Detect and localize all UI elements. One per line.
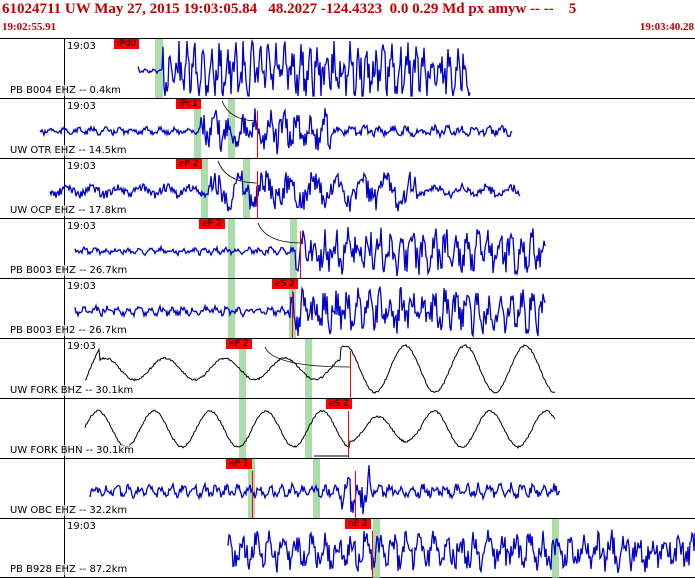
station-label: UW FORK BHZ -- 30.1km (10, 385, 134, 396)
window-start-time: 19:02:55.91 (2, 21, 57, 33)
trace-panel[interactable]: eP 2 19:03 PB B003 EHZ -- 26.7km (0, 218, 695, 279)
station-label: UW OTR EHZ -- 14.5km (10, 145, 127, 156)
station-label: UW FORK BHN -- 30.1km (10, 445, 134, 456)
waveform-trace (137, 39, 471, 97)
time-marker-line (64, 279, 65, 339)
trace-panel[interactable]: iPd0 19:03 PB B004 EHZ -- 0.4km (0, 38, 695, 99)
waveform-line (89, 465, 561, 515)
time-marker-line (64, 219, 65, 279)
phase-pick-label[interactable]: iPd0 (114, 39, 140, 49)
waveform-line (227, 529, 695, 574)
pick-window (194, 99, 201, 159)
minute-label: 19:03 (67, 221, 96, 232)
arrival-marker[interactable] (257, 171, 258, 219)
waveform-trace (49, 160, 521, 212)
pick-window (228, 99, 235, 159)
waveform-trace (74, 286, 546, 338)
station-label: PB B004 EHZ -- 0.4km (10, 85, 121, 96)
minute-label: 19:03 (67, 341, 96, 352)
theoretical-arrival-curve (264, 346, 351, 368)
station-label: PB B928 EHZ -- 87.2km (10, 564, 128, 575)
waveform-line (74, 286, 546, 338)
phase-pick-label[interactable]: eS 2 (272, 279, 298, 289)
minute-label: 19:03 (67, 101, 96, 112)
pick-window (239, 399, 246, 459)
time-marker-line (64, 39, 65, 99)
trace-panel[interactable]: iPc1 19:03 UW OTR EHZ -- 14.5km (0, 98, 695, 159)
waveform-trace (74, 222, 546, 277)
trace-panel[interactable]: eP 2 19:03 PB B928 EHZ -- 87.2km (0, 518, 695, 578)
minute-label: 19:03 (67, 41, 96, 52)
phase-pick-label[interactable]: iPc1 (176, 99, 201, 109)
theoretical-arrival-curve (257, 222, 303, 244)
waveform-line (39, 107, 513, 155)
waveform-line (49, 170, 521, 212)
waveform-line (74, 226, 546, 277)
arrival-marker[interactable] (350, 351, 351, 399)
trace-panel[interactable]: eP 1 UW OBC EHZ -- 32.2km (0, 458, 695, 519)
arrival-marker[interactable] (252, 471, 253, 519)
trace-panel[interactable]: eS 2 UW FORK BHN -- 30.1km (0, 398, 695, 459)
trace-panel[interactable]: eP 2 19:03 UW OCP EHZ -- 17.8km (0, 158, 695, 219)
waveform-line (84, 409, 556, 450)
waveform-line (84, 344, 556, 395)
phase-pick-label[interactable]: eS 2 (326, 399, 352, 409)
station-label: UW OCP EHZ -- 17.8km (10, 205, 127, 216)
pick-window (305, 399, 312, 459)
window-end-time: 19:03:40.28 (639, 21, 694, 33)
trace-panel[interactable]: eP 2 19:03 UW FORK BHZ -- 30.1km (0, 338, 695, 399)
waveform-line (137, 39, 471, 97)
phase-pick-label[interactable]: eP 1 (226, 459, 252, 469)
station-label: PB B003 EH2 -- 26.7km (10, 325, 127, 336)
minute-label: 19:03 (67, 161, 96, 172)
time-marker-line (64, 339, 65, 399)
time-marker-line (64, 399, 65, 459)
pick-window (239, 339, 246, 399)
phase-pick-label[interactable]: eP 2 (176, 159, 202, 169)
waveform-trace (39, 100, 513, 155)
waveform-trace (89, 465, 561, 515)
pick-window (155, 39, 163, 99)
time-marker-line (64, 519, 65, 578)
pick-window (305, 339, 312, 399)
arrival-marker[interactable] (292, 291, 293, 339)
arrival-marker[interactable] (257, 111, 258, 159)
minute-label: 19:03 (67, 521, 96, 532)
station-label: UW OBC EHZ -- 32.2km (10, 505, 128, 516)
theoretical-arrival-curve (217, 160, 259, 184)
pick-window (228, 279, 235, 339)
arrival-marker[interactable] (372, 531, 373, 578)
arrival-marker[interactable] (300, 231, 301, 279)
arrival-marker[interactable] (355, 471, 356, 519)
waveform-trace (84, 409, 556, 457)
minute-label: 19:03 (67, 281, 96, 292)
time-marker-line (64, 459, 65, 519)
phase-pick-label[interactable]: eP 2 (345, 519, 371, 529)
waveform-trace (84, 344, 556, 395)
theoretical-arrival-curve (221, 100, 259, 122)
pick-window (228, 219, 235, 279)
arrival-marker[interactable] (348, 411, 349, 459)
pick-window (201, 159, 208, 219)
phase-pick-label[interactable]: eP 2 (226, 339, 252, 349)
station-label: PB B003 EHZ -- 26.7km (10, 265, 128, 276)
event-title: 61024711 UW May 27, 2015 19:03:05.84 48.… (2, 1, 577, 17)
phase-pick-label[interactable]: eP 2 (199, 219, 225, 229)
waveform-trace (227, 529, 695, 574)
trace-panel[interactable]: eS 2 19:03 PB B003 EH2 -- 26.7km (0, 278, 695, 339)
